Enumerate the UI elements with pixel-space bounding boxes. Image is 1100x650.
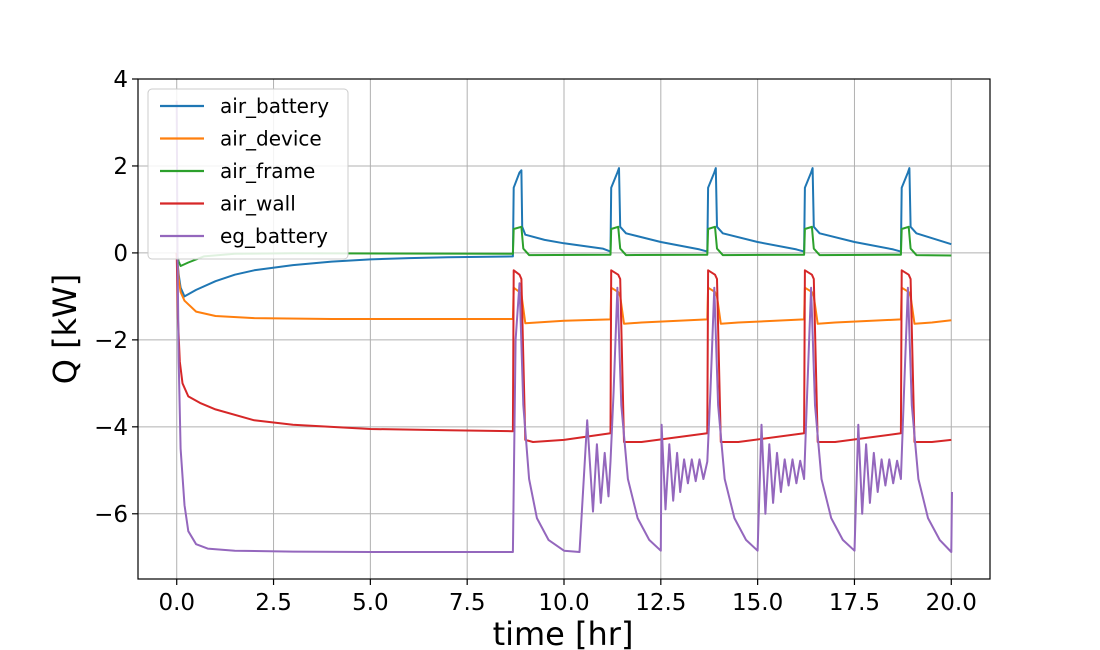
y-tick-label: −2 [94, 328, 128, 354]
legend-label: air_frame [220, 159, 315, 183]
x-tick-label: 10.0 [538, 590, 589, 616]
y-tick-label: −6 [94, 502, 128, 528]
x-tick-label: 5.0 [352, 590, 389, 616]
legend-label: eg_battery [220, 224, 328, 248]
x-tick-label: 17.5 [829, 590, 880, 616]
x-tick-label: 2.5 [255, 590, 292, 616]
legend-label: air_battery [220, 94, 329, 118]
legend-items: air_battery air_device air_frame air_walleg… [160, 94, 329, 248]
legend-label: air_wall [220, 192, 296, 216]
x-tick-label: 7.5 [449, 590, 486, 616]
x-tick-labels: 0.0 2.5 5.0 7.5 10.0 12.5 15.0 17.5 20.0 [158, 590, 976, 616]
y-tick-label: 2 [113, 154, 128, 180]
y-axis-label: Q [kW] [46, 274, 84, 385]
y-tick-label: −4 [94, 415, 128, 441]
legend-label: air_device [220, 127, 322, 151]
legend-box [147, 88, 349, 260]
x-axis-label: time [hr] [493, 615, 634, 650]
series-lines [175, 100, 953, 553]
series-line-air-wall [175, 252, 952, 443]
legend: air_battery air_device air_frame air_walleg… [147, 88, 349, 260]
series-line-air-device [175, 252, 952, 325]
x-tick-label: 0.0 [158, 590, 195, 616]
y-tick-label: 4 [113, 67, 128, 93]
x-tick-label: 12.5 [635, 590, 686, 616]
x-tick-label: 15.0 [732, 590, 783, 616]
x-tick-label: 20.0 [926, 590, 977, 616]
series-line-eg-battery [175, 100, 953, 553]
axis-ticks [132, 78, 952, 585]
y-tick-label: 0 [113, 241, 128, 267]
series-line-air-battery [175, 167, 952, 298]
y-tick-labels: 4 2 0 −2 −4 −6 [94, 67, 128, 528]
